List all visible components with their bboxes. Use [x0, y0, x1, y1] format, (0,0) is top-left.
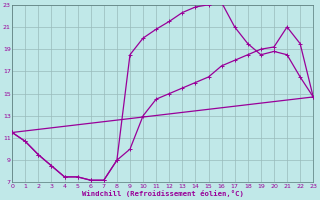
X-axis label: Windchill (Refroidissement éolien,°C): Windchill (Refroidissement éolien,°C) — [82, 190, 244, 197]
